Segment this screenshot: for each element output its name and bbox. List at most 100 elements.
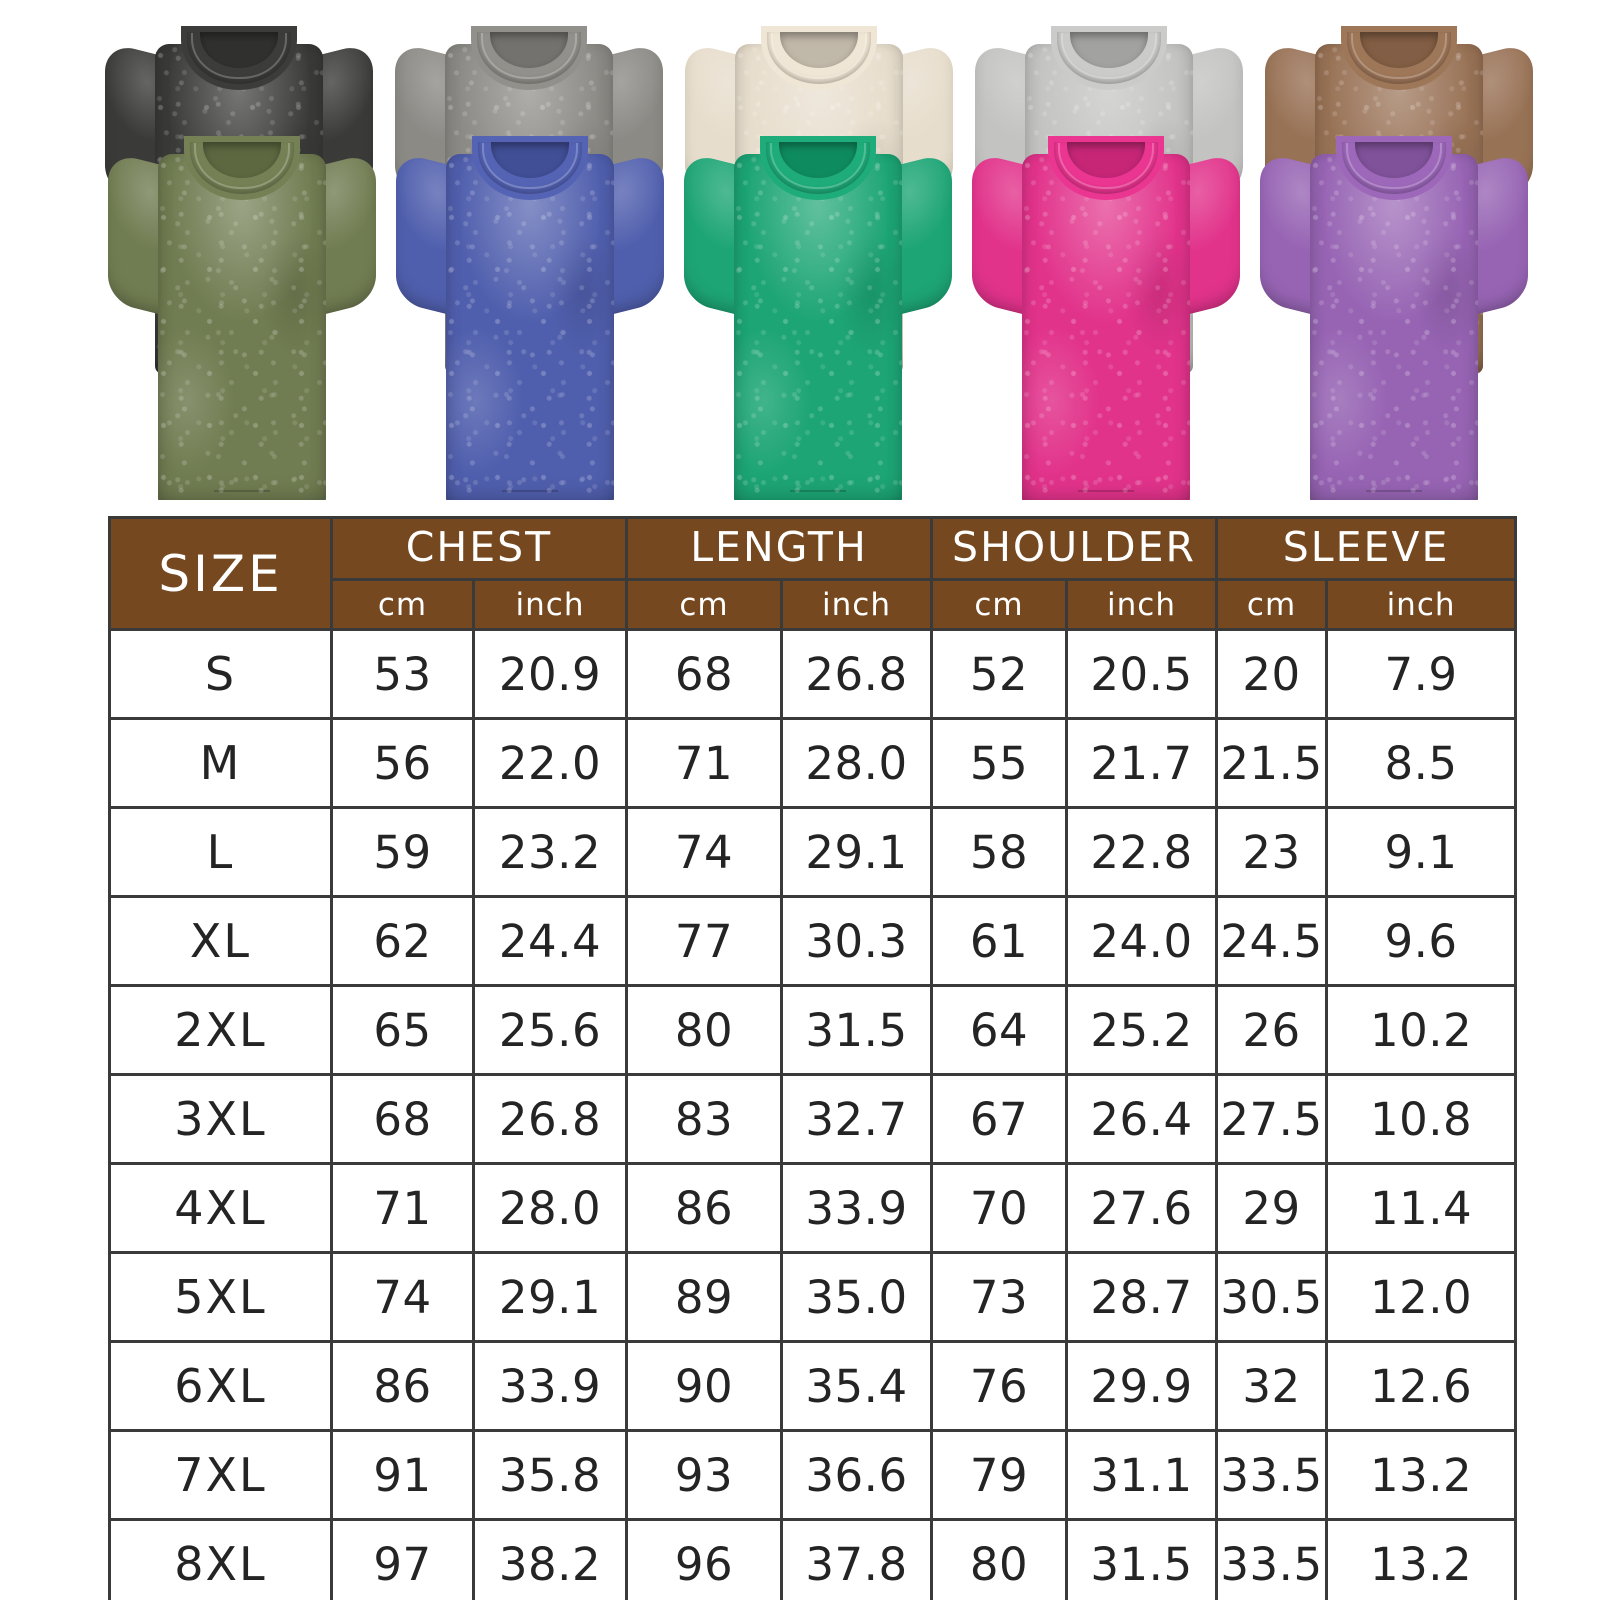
cell-length-in: 30.3 <box>779 895 934 987</box>
cell-size: S <box>108 628 333 720</box>
shirt-body <box>1022 154 1190 500</box>
cell-shoulder-cm: 55 <box>930 717 1069 809</box>
cell-length-cm: 74 <box>625 806 783 898</box>
table-row: 8XL 97 38.2 96 37.8 80 31.5 33.5 13.2 <box>108 1518 1518 1600</box>
cell-chest-cm: 74 <box>330 1251 475 1343</box>
cell-shoulder-cm: 64 <box>930 984 1069 1076</box>
header-sleeve-inch: inch <box>1325 578 1518 631</box>
cell-shoulder-in: 28.7 <box>1065 1251 1219 1343</box>
shirt-olive-green <box>108 128 376 500</box>
cell-sleeve-cm: 23 <box>1215 806 1329 898</box>
cell-length-in: 33.9 <box>779 1162 934 1254</box>
header-length: LENGTH <box>624 516 934 581</box>
cell-shoulder-cm: 52 <box>930 628 1069 720</box>
cell-shoulder-cm: 80 <box>930 1518 1069 1600</box>
cell-length-cm: 86 <box>625 1162 783 1254</box>
cell-size: L <box>108 806 333 898</box>
cell-sleeve-in: 9.6 <box>1325 895 1518 987</box>
shirt-hem <box>1078 490 1134 492</box>
cell-chest-cm: 59 <box>330 806 475 898</box>
cell-length-cm: 83 <box>625 1073 783 1165</box>
cell-chest-cm: 56 <box>330 717 475 809</box>
cell-chest-in: 22.0 <box>472 717 628 809</box>
shirt-blue <box>396 128 664 500</box>
cell-sleeve-cm: 30.5 <box>1215 1251 1329 1343</box>
cell-sleeve-in: 9.1 <box>1325 806 1518 898</box>
cell-chest-in: 38.2 <box>472 1518 628 1600</box>
cell-length-in: 26.8 <box>779 628 934 720</box>
cell-size: XL <box>108 895 333 987</box>
cell-sleeve-in: 11.4 <box>1325 1162 1518 1254</box>
cell-length-in: 28.0 <box>779 717 934 809</box>
cell-chest-cm: 68 <box>330 1073 475 1165</box>
cell-chest-in: 33.9 <box>472 1340 628 1432</box>
cell-length-cm: 89 <box>625 1251 783 1343</box>
cell-chest-in: 24.4 <box>472 895 628 987</box>
cell-length-in: 36.6 <box>779 1429 934 1521</box>
shirt-row-front <box>108 128 1528 500</box>
table-header: SIZE CHEST LENGTH SHOULDER SLEEVE cm inc… <box>108 516 1518 631</box>
header-chest-cm: cm <box>330 578 475 631</box>
shirt-hem <box>502 490 558 492</box>
shirt-hem <box>1366 490 1422 492</box>
table-row: 3XL 68 26.8 83 32.7 67 26.4 27.5 10.8 <box>108 1073 1518 1165</box>
cell-sleeve-in: 13.2 <box>1325 1518 1518 1600</box>
shirt-purple <box>1260 128 1528 500</box>
cell-shoulder-in: 26.4 <box>1065 1073 1219 1165</box>
cell-length-cm: 90 <box>625 1340 783 1432</box>
cell-size: 6XL <box>108 1340 333 1432</box>
cell-shoulder-cm: 61 <box>930 895 1069 987</box>
cell-shoulder-in: 25.2 <box>1065 984 1219 1076</box>
cell-length-in: 31.5 <box>779 984 934 1076</box>
cell-chest-in: 35.8 <box>472 1429 628 1521</box>
cell-sleeve-cm: 29 <box>1215 1162 1329 1254</box>
cell-sleeve-cm: 21.5 <box>1215 717 1329 809</box>
header-row-groups: SIZE CHEST LENGTH SHOULDER SLEEVE <box>108 516 1518 631</box>
cell-length-cm: 96 <box>625 1518 783 1600</box>
cell-sleeve-in: 10.2 <box>1325 984 1518 1076</box>
cell-length-cm: 68 <box>625 628 783 720</box>
cell-sleeve-cm: 20 <box>1215 628 1329 720</box>
cell-sleeve-in: 8.5 <box>1325 717 1518 809</box>
cell-shoulder-in: 31.1 <box>1065 1429 1219 1521</box>
header-size: SIZE <box>108 516 333 631</box>
cell-shoulder-in: 24.0 <box>1065 895 1219 987</box>
cell-size: 4XL <box>108 1162 333 1254</box>
cell-sleeve-cm: 33.5 <box>1215 1429 1329 1521</box>
cell-sleeve-in: 13.2 <box>1325 1429 1518 1521</box>
cell-chest-in: 25.6 <box>472 984 628 1076</box>
cell-chest-in: 26.8 <box>472 1073 628 1165</box>
cell-length-in: 37.8 <box>779 1518 934 1600</box>
cell-shoulder-in: 20.5 <box>1065 628 1219 720</box>
shirt-body <box>158 154 326 500</box>
cell-sleeve-in: 10.8 <box>1325 1073 1518 1165</box>
header-shoulder: SHOULDER <box>930 516 1219 581</box>
header-shoulder-inch: inch <box>1065 578 1219 631</box>
cell-shoulder-in: 22.8 <box>1065 806 1219 898</box>
shirt-body <box>734 154 902 500</box>
header-length-inch: inch <box>779 578 934 631</box>
table-row: 7XL 91 35.8 93 36.6 79 31.1 33.5 13.2 <box>108 1429 1518 1521</box>
cell-shoulder-cm: 79 <box>930 1429 1069 1521</box>
cell-sleeve-cm: 32 <box>1215 1340 1329 1432</box>
cell-chest-cm: 65 <box>330 984 475 1076</box>
cell-sleeve-cm: 27.5 <box>1215 1073 1329 1165</box>
cell-sleeve-cm: 26 <box>1215 984 1329 1076</box>
cell-sleeve-in: 12.0 <box>1325 1251 1518 1343</box>
header-chest-inch: inch <box>472 578 628 631</box>
cell-shoulder-cm: 67 <box>930 1073 1069 1165</box>
size-chart-table: SIZE CHEST LENGTH SHOULDER SLEEVE cm inc… <box>108 516 1518 1600</box>
table-row: L 59 23.2 74 29.1 58 22.8 23 9.1 <box>108 806 1518 898</box>
cell-sleeve-in: 12.6 <box>1325 1340 1518 1432</box>
header-sleeve-cm: cm <box>1215 578 1329 631</box>
table-body: S 53 20.9 68 26.8 52 20.5 20 7.9 M 56 22.0 71 28.0 55 2… <box>108 628 1518 1600</box>
header-chest: CHEST <box>330 516 628 581</box>
shirt-pink <box>972 128 1240 500</box>
shirt-hem <box>214 490 270 492</box>
cell-shoulder-cm: 76 <box>930 1340 1069 1432</box>
table-row: 2XL 65 25.6 80 31.5 64 25.2 26 10.2 <box>108 984 1518 1076</box>
cell-chest-in: 20.9 <box>472 628 628 720</box>
header-sleeve: SLEEVE <box>1215 516 1518 581</box>
cell-shoulder-in: 27.6 <box>1065 1162 1219 1254</box>
cell-size: 3XL <box>108 1073 333 1165</box>
